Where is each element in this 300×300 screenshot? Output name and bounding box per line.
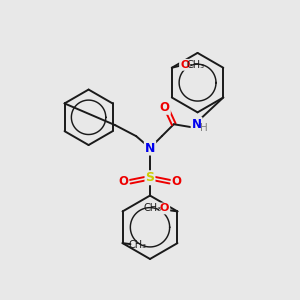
- Text: O: O: [172, 175, 182, 188]
- Text: O: O: [118, 175, 128, 188]
- Text: O: O: [180, 60, 189, 70]
- Text: CH₃: CH₃: [144, 203, 162, 214]
- Text: S: S: [146, 171, 154, 184]
- Text: CH₃: CH₃: [187, 60, 205, 70]
- Text: CH₃: CH₃: [128, 240, 146, 250]
- Text: N: N: [192, 118, 202, 131]
- Text: O: O: [160, 101, 170, 114]
- Text: O: O: [160, 203, 169, 214]
- Text: H: H: [200, 123, 207, 133]
- Text: N: N: [145, 142, 155, 154]
